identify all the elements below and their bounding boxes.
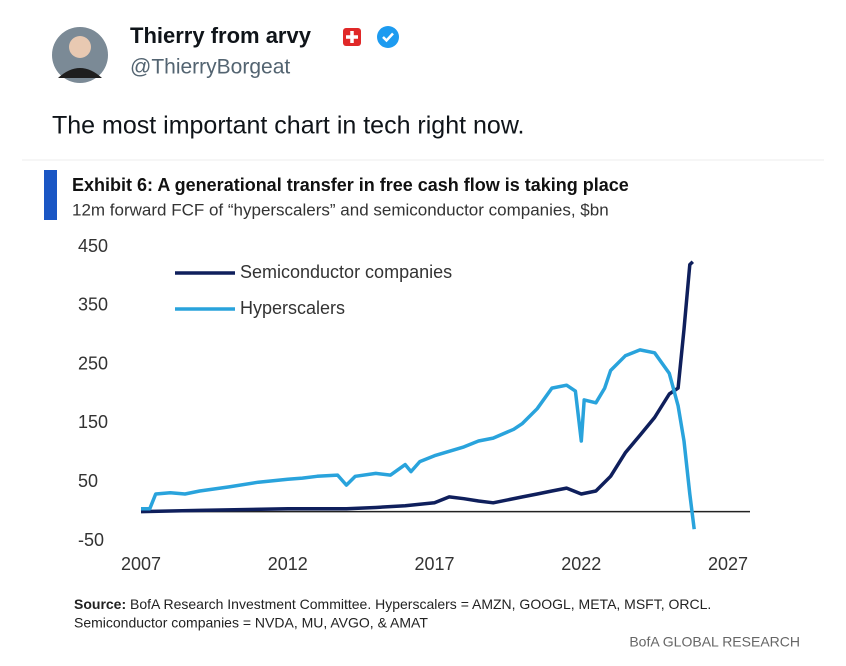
y-tick-label: 450 bbox=[78, 236, 108, 256]
flag-cross bbox=[346, 31, 358, 43]
legend-label: Hyperscalers bbox=[240, 298, 345, 318]
y-tick-label: -50 bbox=[78, 530, 104, 550]
y-tick-label: 350 bbox=[78, 295, 108, 315]
title-bar bbox=[44, 170, 57, 220]
x-tick-label: 2007 bbox=[121, 554, 161, 574]
tweet-text: The most important chart in tech right n… bbox=[52, 112, 524, 140]
y-tick-label: 50 bbox=[78, 471, 98, 491]
source-note-2: Semiconductor companies = NVDA, MU, AVGO… bbox=[74, 615, 428, 631]
verified-badge bbox=[377, 26, 399, 48]
source-label: Source: bbox=[74, 596, 126, 612]
author-name[interactable]: Thierry from arvy bbox=[130, 23, 312, 48]
series-line bbox=[141, 348, 696, 530]
avatar-face bbox=[69, 36, 91, 58]
x-tick-label: 2022 bbox=[561, 554, 601, 574]
y-tick-label: 250 bbox=[78, 353, 108, 373]
x-tick-label: 2012 bbox=[268, 554, 308, 574]
y-tick-label: 150 bbox=[78, 412, 108, 432]
credit: BofA GLOBAL RESEARCH bbox=[629, 634, 800, 650]
avatar-body bbox=[58, 68, 102, 78]
verified-check bbox=[382, 32, 394, 43]
source-note: Source: BofA Research Investment Committ… bbox=[74, 596, 711, 612]
series-line bbox=[140, 260, 695, 514]
x-tick-label: 2027 bbox=[708, 554, 748, 574]
author-handle[interactable]: @ThierryBorgeat bbox=[130, 56, 290, 79]
legend-label: Semiconductor companies bbox=[240, 262, 452, 282]
x-tick-label: 2017 bbox=[414, 554, 454, 574]
source-text: BofA Research Investment Committee. Hype… bbox=[130, 596, 711, 612]
chart-title: Exhibit 6: A generational transfer in fr… bbox=[72, 175, 629, 195]
chart-subtitle: 12m forward FCF of “hyperscalers” and se… bbox=[72, 200, 609, 219]
